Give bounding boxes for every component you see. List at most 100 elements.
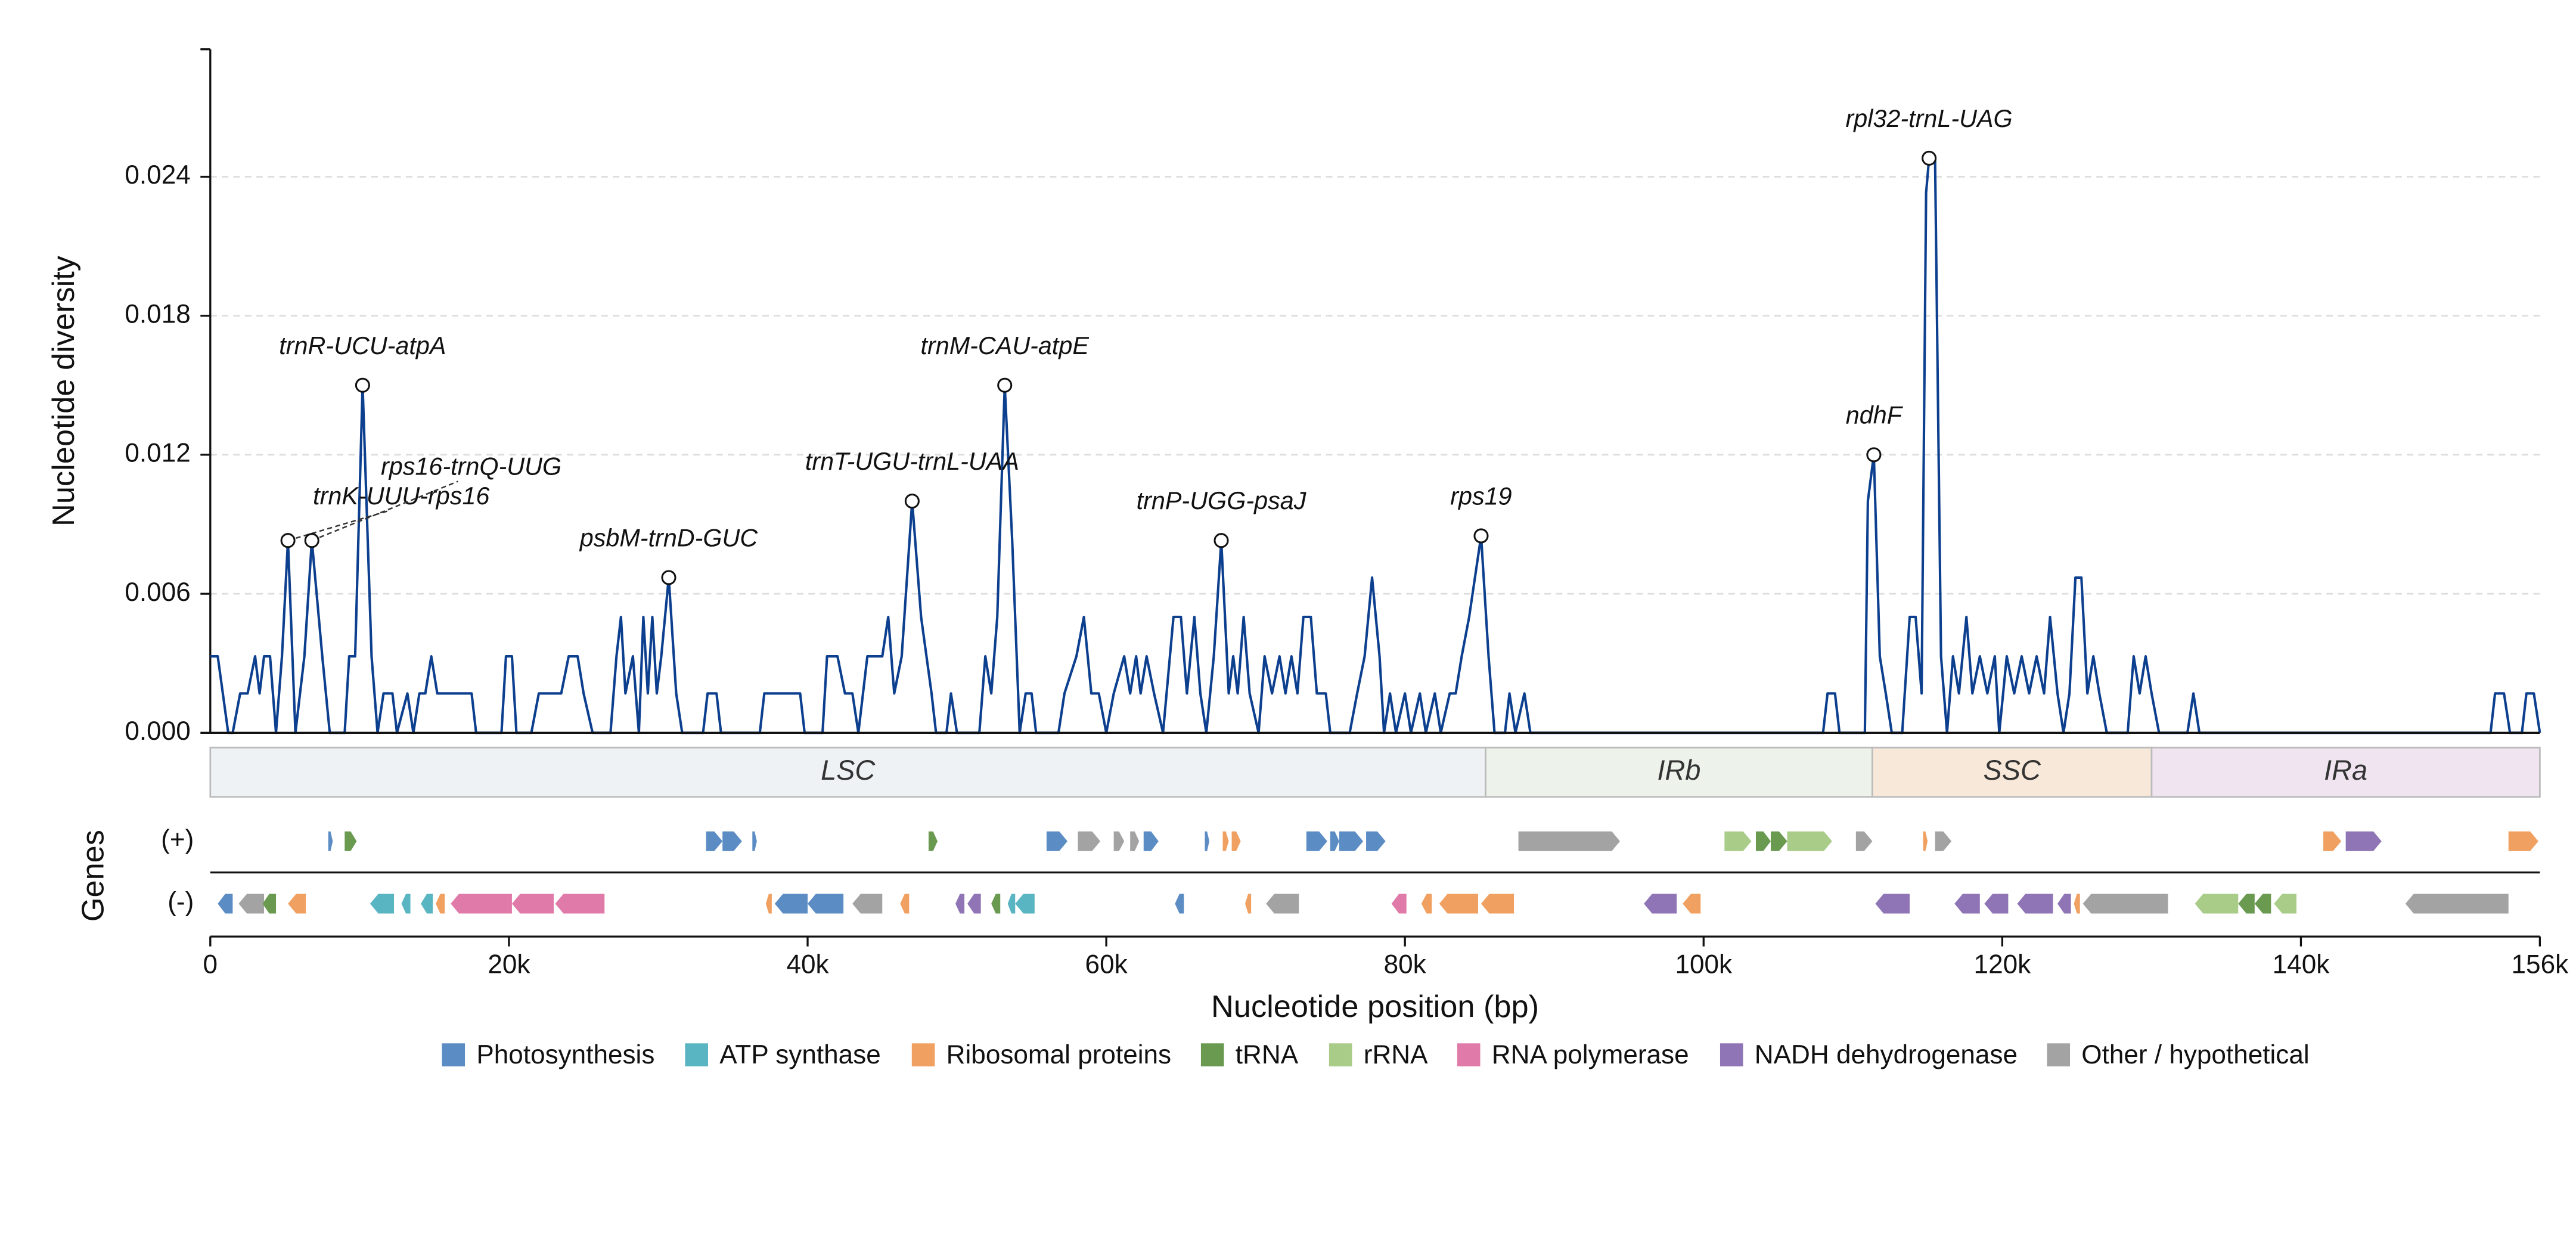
gene [328,831,333,851]
gene [808,894,844,914]
gene [1481,894,1514,914]
gene [436,894,445,914]
gene [774,894,808,914]
gene [2405,894,2509,914]
legend-label: Other / hypothetical [2081,1040,2309,1069]
legend-swatch [1720,1043,1743,1066]
legend-label: tRNA [1236,1040,1299,1069]
peak-label: rpl32-trnL-UAG [1846,105,2013,132]
gene [1518,831,1620,851]
peak-marker [280,533,296,548]
gene [852,894,883,914]
legend-swatch [442,1043,465,1066]
gene [1007,894,1016,914]
peak-marker [1922,150,1937,166]
gene [1644,894,1677,914]
gene [1787,831,1832,851]
gene [1078,831,1101,851]
x-tick-label: 40k [786,950,829,979]
gene [1391,894,1407,914]
peak-label: trnK-UUU-rps16 [313,482,489,510]
gene [511,894,554,914]
gene [1113,831,1125,851]
peak-marker [1866,447,1882,463]
peak-label: trnR-UCU-atpA [279,332,446,359]
gene [1855,831,1873,851]
region [209,746,1486,798]
gene [218,894,233,914]
gene [2323,831,2342,851]
gene [1130,831,1140,851]
region-label: IRa [2324,755,2367,786]
gene [1366,831,1386,851]
region-label: IRb [1657,755,1700,786]
x-tick-label: 20k [488,950,530,979]
x-tick-label: 0 [203,950,218,979]
gene [1330,831,1339,851]
peak-marker [355,377,370,393]
y-axis-title: Nucleotide diversity [46,255,81,526]
gene [1266,894,1299,914]
gene [706,831,723,851]
x-tick-label: 156k [2512,950,2569,979]
gene [2074,894,2080,914]
genes-title: Genes [76,830,111,922]
gene [1954,894,1980,914]
gene [1683,894,1701,914]
region [2150,746,2541,798]
gene [1143,831,1159,851]
leader-line [287,510,389,541]
gene [722,831,742,851]
gene [370,894,394,914]
gene [1205,831,1209,851]
legend-label: ATP synthase [719,1040,880,1069]
gene [1222,831,1229,851]
y-tick-label: 0.024 [125,160,190,190]
leader-line [311,480,458,541]
peak-marker [661,570,676,585]
legend-swatch [2047,1043,2071,1066]
gene [1984,894,2009,914]
legend-label: rRNA [1364,1040,1428,1069]
gene [262,894,277,914]
gene [401,894,411,914]
gene [1935,831,1952,851]
track-label: (+) [161,825,194,854]
gene [1339,831,1364,851]
legend-swatch [1329,1043,1352,1066]
gene [1771,831,1787,851]
peak-label: rps19 [1450,482,1512,510]
gene [955,894,965,914]
region-label: LSC [821,755,876,786]
peak-marker [1213,533,1229,548]
peak-marker [304,533,319,548]
x-tick-label: 120k [1974,950,2032,979]
gene [2195,894,2239,914]
gene [1439,894,1478,914]
legend-label: Photosynthesis [476,1040,654,1069]
gene [344,831,357,851]
gene [1175,894,1184,914]
gene [1306,831,1327,851]
legend-swatch [1457,1043,1481,1066]
gene [1421,894,1432,914]
gene [900,894,910,914]
legend-swatch [911,1043,935,1066]
gene [765,894,772,914]
gene [1724,831,1752,851]
gene [2274,894,2296,914]
gene [1046,831,1067,851]
gene [421,894,433,914]
gene [1231,831,1241,851]
gene [1245,894,1252,914]
y-tick-label: 0.012 [125,439,190,468]
x-tick-label: 80k [1384,950,1427,979]
gene [288,894,306,914]
x-tick-label: 140k [2273,950,2330,979]
gene [555,894,605,914]
gene [967,894,981,914]
x-tick-label: 60k [1085,950,1128,979]
gene [1015,894,1035,914]
diversity-line [210,157,2541,734]
